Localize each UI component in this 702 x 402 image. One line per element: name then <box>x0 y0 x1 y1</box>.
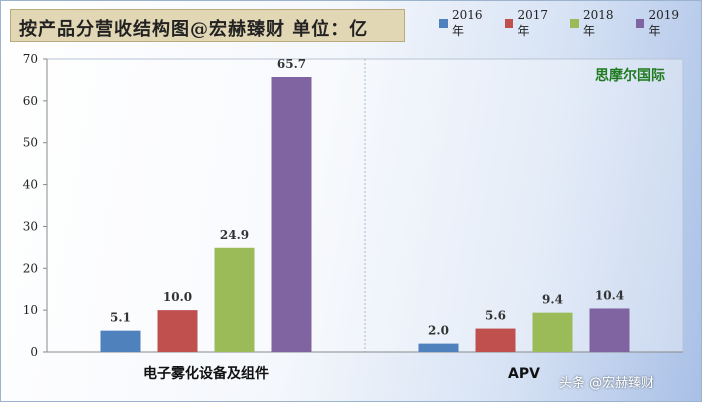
legend-label: 2018年 <box>582 7 614 38</box>
brand-label: 思摩尔国际 <box>595 68 665 84</box>
data-label: 10.0 <box>163 290 192 304</box>
chart-title: 按产品分营收结构图@宏赫臻财 单位：亿 <box>19 19 369 40</box>
legend-swatch <box>504 18 514 28</box>
legend-swatch <box>570 18 579 28</box>
data-label: 10.4 <box>595 288 624 302</box>
bar <box>100 330 141 352</box>
legend-label: 2017年 <box>517 7 549 38</box>
legend-label: 2016年 <box>451 7 483 38</box>
y-tick-label: 20 <box>23 261 38 275</box>
y-tick-label: 40 <box>23 178 38 192</box>
bar <box>214 247 255 352</box>
y-tick-label: 10 <box>23 303 38 317</box>
y-tick-label: 50 <box>23 136 38 150</box>
y-tick-label: 70 <box>23 52 38 66</box>
bar <box>475 328 516 352</box>
y-tick-label: 30 <box>23 219 38 233</box>
data-label: 9.4 <box>542 293 563 307</box>
bar <box>589 308 630 352</box>
bar <box>157 310 198 352</box>
bar <box>418 343 459 352</box>
y-tick-label: 0 <box>30 345 38 359</box>
chart-title-box: 按产品分营收结构图@宏赫臻财 单位：亿 <box>10 9 405 42</box>
legend-item: 2017年 <box>504 7 561 39</box>
legend-swatch <box>439 18 448 28</box>
x-category-label: APV <box>508 366 540 382</box>
data-label: 5.6 <box>485 309 506 323</box>
bar <box>271 76 312 353</box>
data-label: 65.7 <box>277 57 306 71</box>
data-label: 2.0 <box>428 324 449 338</box>
watermark: 头条 @宏赫臻财 <box>559 376 655 391</box>
x-category-label: 电子雾化设备及组件 <box>143 365 269 382</box>
y-tick-label: 60 <box>23 94 38 108</box>
legend-swatch <box>635 18 645 28</box>
legend-label: 2019年 <box>648 7 680 38</box>
legend-item: 2016年 <box>439 8 495 39</box>
legend-item: 2018年 <box>570 8 626 39</box>
bar <box>532 312 573 352</box>
legend-item: 2019年 <box>635 7 692 39</box>
legend: 2016年 2017年 2018年 2019年 <box>439 8 701 38</box>
data-label: 24.9 <box>220 228 249 242</box>
data-label: 5.1 <box>110 311 131 325</box>
